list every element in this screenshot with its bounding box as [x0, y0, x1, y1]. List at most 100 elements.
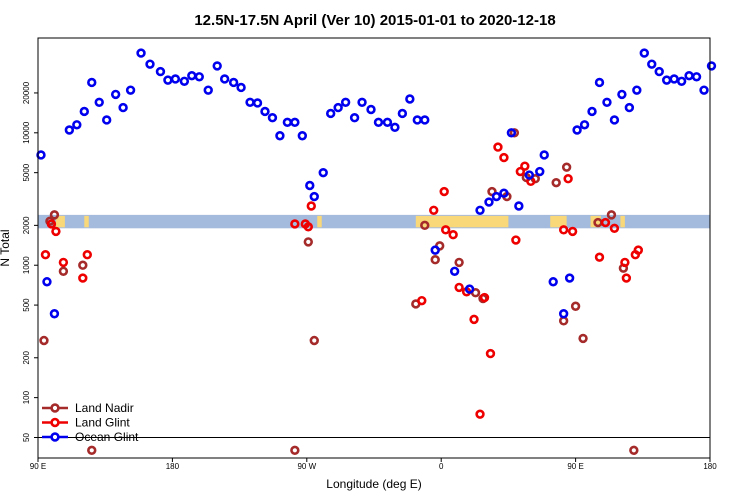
- land-glint-point: [567, 226, 578, 237]
- y-tick-label: 100: [22, 390, 31, 404]
- ocean-glint-point: [228, 77, 239, 88]
- ocean-glint-point: [699, 85, 709, 95]
- ocean-glint-point: [661, 75, 672, 85]
- land-glint-point: [633, 245, 644, 255]
- legend-swatch-marker: [50, 403, 60, 413]
- land-glint-point: [479, 292, 490, 303]
- reference-band: [38, 214, 710, 229]
- land-glint-point: [46, 219, 57, 229]
- x-tick-label: 0: [439, 462, 444, 471]
- land-nadir-point: [551, 177, 561, 188]
- ocean-glint-point: [357, 97, 367, 107]
- ocean-glint-point: [535, 166, 545, 177]
- land-glint-point: [563, 174, 573, 184]
- land-glint-point: [429, 205, 439, 215]
- legend-swatch-marker: [50, 417, 60, 428]
- ocean-glint-point: [36, 150, 46, 160]
- ocean-glint-point: [499, 188, 509, 198]
- ocean-glint-point: [684, 70, 694, 81]
- band-highlight-6: [620, 215, 625, 228]
- ocean-glint-point: [203, 85, 213, 95]
- ocean-glint-point: [305, 180, 315, 191]
- ocean-glint-point: [691, 72, 702, 82]
- ocean-glint-point: [219, 74, 230, 84]
- ocean-glint-point: [491, 191, 502, 202]
- ocean-glint-point: [587, 106, 597, 117]
- chart-title: 12.5N-17.5N April (Ver 10) 2015-01-01 to…: [194, 12, 555, 29]
- ocean-glint-point: [290, 117, 300, 128]
- x-axis-label: Longitude (deg E): [326, 477, 421, 491]
- ocean-glint-point: [163, 75, 173, 85]
- land-glint-point: [290, 219, 300, 229]
- ocean-glint-point: [548, 277, 558, 287]
- land-glint-point: [620, 257, 630, 268]
- land-nadir-point: [629, 445, 639, 456]
- ocean-glint-point: [187, 70, 197, 81]
- y-tick-label: 500: [22, 298, 31, 312]
- land-glint-point: [485, 348, 496, 359]
- land-nadir-point: [561, 162, 572, 172]
- land-glint-point: [51, 226, 61, 237]
- ocean-glint-point: [572, 125, 582, 135]
- ocean-glint-point: [333, 102, 343, 113]
- ocean-glint-point: [118, 102, 128, 113]
- land-glint-point: [475, 409, 485, 419]
- ocean-glint-point: [275, 131, 285, 141]
- ocean-glint-point: [110, 89, 121, 100]
- y-axis: 50 100 200 500 1000 2000 5000 10000 20000: [22, 81, 38, 442]
- ocean-glint-point: [340, 97, 351, 107]
- plot-frame: [37, 37, 711, 459]
- ocean-glint-point: [514, 201, 524, 211]
- land-nadir-point: [570, 301, 581, 311]
- ocean-glint-point: [506, 128, 517, 138]
- ocean-glint-point: [236, 82, 246, 93]
- ocean-glint-point: [79, 106, 89, 117]
- ocean-glint-point: [179, 76, 190, 86]
- ocean-glint-point: [524, 170, 535, 180]
- ocean-glint-point: [136, 48, 146, 58]
- ocean-glint-point: [558, 309, 569, 319]
- land-nadir-point: [420, 220, 430, 231]
- land-nadir-point: [606, 210, 617, 220]
- ocean-glint-point: [318, 167, 328, 178]
- x-axis: 90 E 180 90 W 0 90 E 180: [30, 458, 717, 471]
- land-nadir-point: [309, 335, 319, 346]
- ocean-glint-point: [309, 191, 319, 202]
- ocean-glint-point: [632, 85, 642, 95]
- legend-item-ocean-glint: Ocean Glint: [42, 430, 139, 444]
- ocean-glint-point: [194, 72, 204, 82]
- ocean-glint-point: [420, 115, 430, 125]
- legend-item-land-glint: Land Glint: [42, 416, 130, 430]
- land-glint-point: [306, 201, 316, 211]
- ocean-glint-point: [260, 106, 270, 117]
- ocean-glint-point: [125, 85, 136, 95]
- legend-swatch-marker: [50, 432, 60, 442]
- land-nadir-point: [558, 316, 569, 326]
- ocean-glint-point: [267, 113, 278, 123]
- ocean-glint-point: [42, 277, 52, 287]
- ocean-glint-point: [373, 117, 384, 128]
- ocean-glint-point: [676, 76, 687, 86]
- legend-label: Land Nadir: [75, 401, 134, 415]
- land-glint-point: [417, 295, 427, 306]
- ocean-glint-point: [72, 120, 82, 130]
- ocean-glint-point: [49, 309, 60, 319]
- ocean-glint-point: [145, 59, 155, 69]
- ocean-glint-point: [609, 115, 620, 125]
- legend-item-land-nadir: Land Nadir: [42, 401, 134, 415]
- band-highlight-1: [84, 215, 89, 228]
- ocean-glint-point: [484, 197, 494, 207]
- x-tick-label: 180: [703, 462, 717, 471]
- ocean-glint-point: [617, 89, 627, 100]
- land-nadir-point: [578, 333, 588, 344]
- ocean-glint-point: [170, 74, 181, 84]
- ocean-glint-point: [594, 77, 605, 88]
- legend-label: Land Glint: [75, 416, 130, 430]
- land-nadir-point: [290, 445, 300, 456]
- ocean-glint-point: [64, 125, 75, 135]
- land-glint-point: [499, 152, 509, 163]
- y-tick-label: 5000: [22, 163, 31, 181]
- ocean-glint-point: [706, 61, 717, 71]
- ocean-glint-point: [252, 98, 263, 108]
- band-highlight-3: [415, 215, 509, 228]
